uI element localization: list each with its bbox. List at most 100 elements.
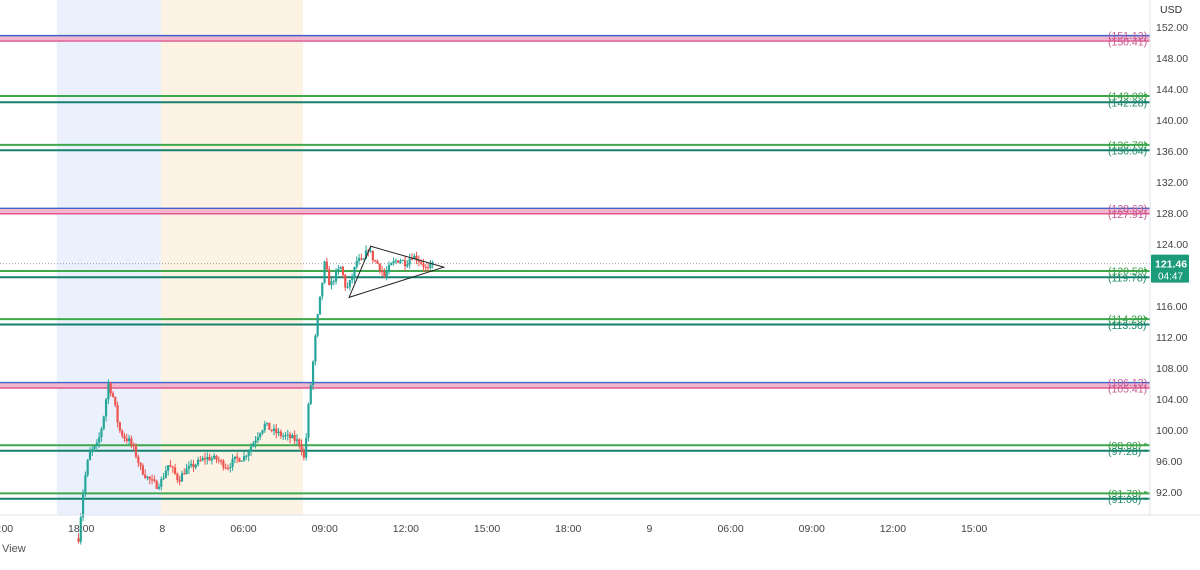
candle-body	[420, 261, 423, 264]
zone-label-bottom: (119.78)	[1108, 273, 1146, 285]
candle-body	[357, 258, 361, 261]
candle-body	[334, 270, 338, 282]
session-background	[161, 0, 304, 515]
candle-body	[91, 448, 94, 451]
candle-body	[153, 479, 156, 481]
price-tick-label: 100.00	[1156, 425, 1188, 437]
price-tick-label: 152.00	[1156, 22, 1188, 34]
candle-body	[199, 459, 202, 461]
candle-body	[259, 433, 262, 438]
candle-body	[102, 416, 105, 429]
candle-body	[187, 465, 190, 469]
time-tick-label: 06:00	[717, 523, 743, 535]
candle-body	[362, 258, 365, 260]
resistance-zone	[0, 35, 1150, 42]
zone-label-top: (91.78)	[1108, 488, 1141, 500]
candle-body	[107, 383, 110, 400]
zone-label-top: (151.13)	[1108, 30, 1147, 42]
candle-body	[431, 262, 434, 264]
candle-body	[208, 457, 211, 461]
candle-body	[130, 438, 133, 445]
candle-body	[254, 440, 257, 444]
zone-label-top: (120.50)	[1108, 266, 1147, 278]
candle-body	[173, 467, 177, 474]
candle-body	[219, 460, 223, 462]
candle-body	[84, 475, 87, 494]
zone-marker	[1144, 142, 1147, 145]
candle-body	[111, 393, 115, 397]
candle-body	[417, 260, 420, 262]
candle-body	[121, 430, 124, 436]
time-tick-label: 15:00	[961, 523, 987, 535]
candle-body	[137, 456, 140, 463]
candle-body	[178, 479, 181, 482]
candle-body	[394, 260, 397, 262]
zone-marker	[1144, 101, 1147, 104]
candle-body	[146, 476, 149, 478]
candle-body	[371, 250, 374, 261]
candle-body	[127, 438, 131, 442]
candle-body	[272, 428, 276, 431]
price-tick-label: 116.00	[1156, 301, 1187, 313]
time-tick-label: 15:00	[474, 523, 500, 535]
candle-body	[79, 517, 82, 542]
price-tick-label: 132.00	[1156, 177, 1188, 189]
candle-body	[169, 465, 172, 467]
candle-body	[263, 423, 266, 431]
candle-body	[344, 275, 347, 288]
candle-body	[238, 458, 241, 462]
candle-body	[406, 264, 409, 267]
candle-body	[261, 430, 264, 434]
candle-body	[376, 260, 379, 264]
candle-body	[206, 457, 209, 460]
price-tick-label: 104.00	[1156, 394, 1188, 406]
candle-body	[318, 296, 322, 315]
candle-body	[176, 473, 179, 480]
candle-body	[390, 263, 393, 266]
zone-marker	[1144, 269, 1147, 272]
candle-body	[364, 250, 368, 259]
candle-body	[256, 437, 259, 441]
candle-body	[353, 266, 356, 278]
candle-body	[311, 361, 315, 386]
resistance-zone	[0, 208, 1150, 214]
triangle-pattern	[348, 245, 446, 299]
currency-label: USD	[1160, 4, 1183, 16]
candle-body	[325, 261, 328, 270]
candle-body	[233, 456, 236, 460]
candle-body	[215, 455, 218, 460]
time-tick-label: 09:00	[312, 523, 338, 535]
candle-body	[98, 437, 101, 443]
zone-label-bottom: (113.56)	[1108, 320, 1146, 332]
candle-body	[302, 451, 305, 458]
price-tick-label: 112.00	[1156, 332, 1187, 344]
time-tick-label: 12:00	[880, 523, 906, 535]
candle-body	[401, 260, 404, 262]
candle-body	[293, 435, 296, 441]
candle-body	[360, 258, 363, 260]
last-price-badge	[1151, 254, 1189, 283]
candle-body	[339, 266, 342, 269]
candle-body	[213, 455, 216, 459]
view-label[interactable]: View	[2, 543, 26, 555]
candle-body	[125, 438, 128, 442]
candle-body	[403, 260, 407, 267]
zone-label-bottom: (91.06)	[1108, 494, 1141, 506]
zone-label-top: (106.13)	[1108, 377, 1147, 389]
candle-body	[150, 479, 154, 481]
candle-body	[139, 462, 142, 466]
candle-body	[144, 474, 147, 478]
candle-body	[155, 480, 158, 489]
candle-body	[231, 459, 234, 468]
candle-body	[116, 405, 119, 423]
candle-body	[397, 260, 400, 263]
candle-body	[279, 431, 282, 437]
candle-body	[282, 435, 285, 437]
candle-body	[247, 451, 250, 456]
zone-marker	[1144, 449, 1147, 452]
candle-body	[323, 261, 326, 283]
candle-body	[383, 272, 386, 277]
candle-body	[249, 446, 253, 452]
